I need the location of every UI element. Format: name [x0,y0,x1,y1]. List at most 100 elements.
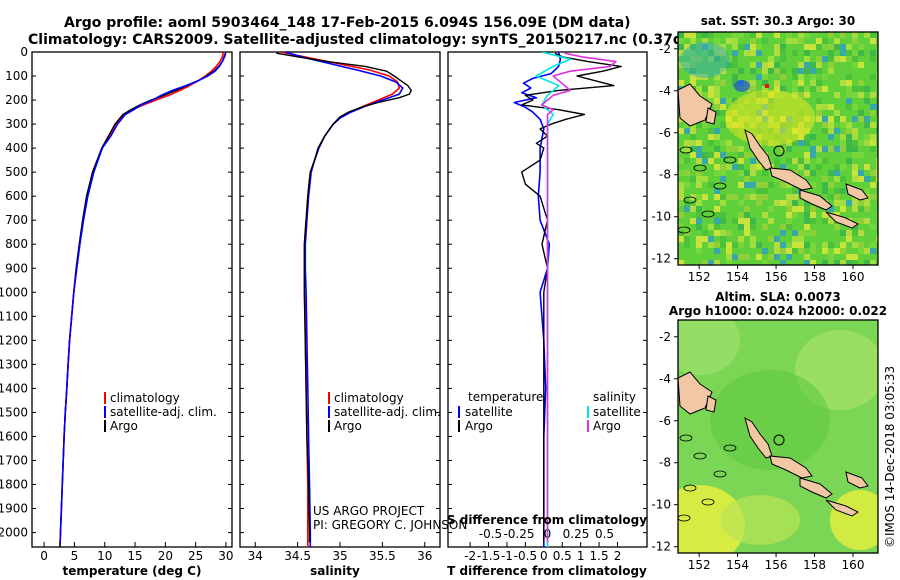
title-line-2: Climatology: CARS2009. Satellite-adjuste… [28,32,746,48]
sst-pixel [804,50,810,56]
sst-pixel [732,146,738,152]
sst-pixel [798,92,804,98]
sla-map-title-1: Altim. SLA: 0.0073 [715,290,841,304]
sst-pixel [852,176,858,182]
sst-pixel [786,182,792,188]
sst-pixel [798,32,804,38]
sst-pixel [714,110,720,116]
sst-pixel [768,182,774,188]
sst-pixel [720,152,726,158]
sst-pixel [858,200,864,206]
sst-pixel [846,260,852,265]
sst-pixel [696,86,702,92]
sst-pixel [864,134,870,140]
lat-tick-label: -8 [659,456,671,470]
sst-pixel [756,254,762,260]
sst-pixel [708,98,714,104]
sst-pixel [798,38,804,44]
sst-pixel [798,230,804,236]
sst-pixel [714,50,720,56]
sst-pixel [708,242,714,248]
sst-pixel [828,242,834,248]
sst-pixel [696,236,702,242]
sst-pixel [774,242,780,248]
sst-pixel [828,134,834,140]
sst-pixel [774,176,780,182]
land-island [845,471,869,489]
sst-pixel [762,212,768,218]
sst-pixel [852,56,858,62]
sst-pixel [810,218,816,224]
sst-pixel [690,38,696,44]
x-tick-label: -1 [501,549,513,563]
sst-pixel [786,248,792,254]
sst-pixel [792,248,798,254]
sst-pixel [690,50,696,56]
sst-pixel [750,164,756,170]
sst-pixel [876,236,878,242]
lat-tick-label: -4 [659,372,671,386]
sst-pixel [738,212,744,218]
sst-pixel [792,212,798,218]
sst-pixel [858,50,864,56]
sst-pixel [816,110,822,116]
sst-pixel [798,62,804,68]
sst-pixel [792,74,798,80]
sst-pixel [810,62,816,68]
salinity-legend: climatology satellite-adj. clim. Argo [328,391,441,433]
sst-pixel [810,182,816,188]
sst-pixel [858,116,864,122]
sst-pixel [864,164,870,170]
sst-pixel [762,38,768,44]
land-island [705,395,717,413]
sst-pixel [756,188,762,194]
sst-pixel [726,248,732,254]
sst-pixel [744,44,750,50]
sst-pixel [822,182,828,188]
sst-pixel [852,140,858,146]
lon-tick-label: 152 [688,558,711,572]
sst-pixel [804,242,810,248]
sst-map-title: sat. SST: 30.3 Argo: 30 [701,14,855,28]
sst-pixel [792,38,798,44]
sst-pixel [690,146,696,152]
sst-pixel [690,74,696,80]
sst-pixel [870,176,876,182]
sst-pixel [744,194,750,200]
sst-pixel [750,86,756,92]
sst-pixel [780,260,786,265]
sst-pixel [786,242,792,248]
sst-pixel [738,158,744,164]
depth-tick-label: 200 [5,93,28,107]
reef-outline [713,182,727,190]
sst-pixel [780,74,786,80]
sst-pixel [744,224,750,230]
lat-tick-label: -2 [659,42,671,56]
sla-map-frame [677,319,879,554]
depth-tick-label: 500 [5,165,28,179]
sst-pixel [804,68,810,74]
x-tick-label: -2 [464,549,476,563]
sst-pixel [804,170,810,176]
sst-pixel [858,206,864,212]
sst-pixel [702,86,708,92]
sst-pixel [750,32,756,38]
lon-tick-label: 158 [803,558,826,572]
sst-pixel [858,86,864,92]
sst-pixel [792,50,798,56]
sst-pixel [720,176,726,182]
sst-pixel [810,68,816,74]
sst-pixel [858,152,864,158]
sst-pixel [828,56,834,62]
x-tick-label: -1.5 [477,549,500,563]
sst-pixel [858,170,864,176]
sst-pixel [678,236,684,242]
sst-pixel [810,146,816,152]
sst-pixel [870,38,876,44]
sst-pixel [834,110,840,116]
sst-pixel [684,158,690,164]
sst-pixel [690,44,696,50]
x-tick-label: 15 [127,549,142,563]
sst-pixel [750,236,756,242]
sst-pixel [774,158,780,164]
